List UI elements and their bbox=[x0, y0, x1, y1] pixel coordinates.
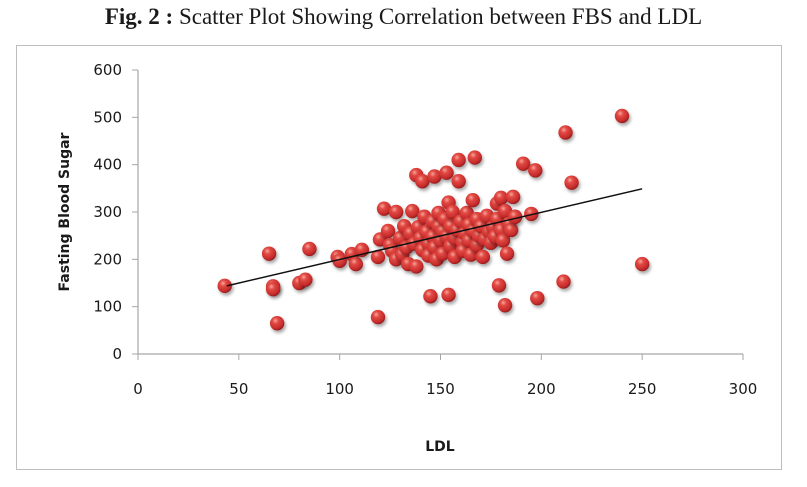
data-point bbox=[445, 204, 460, 220]
data-point bbox=[503, 222, 519, 238]
x-axis-title: LDL bbox=[425, 439, 455, 455]
data-point bbox=[302, 241, 317, 257]
x-tick-label: 100 bbox=[325, 380, 354, 398]
data-point bbox=[558, 125, 573, 140]
data-point bbox=[493, 190, 509, 205]
trendline bbox=[226, 188, 643, 287]
trendline-group bbox=[226, 188, 643, 287]
data-point bbox=[614, 108, 630, 124]
data-point bbox=[423, 289, 438, 304]
tick-labels: 0 100 200 300 400 500 600 0 50 100 150 200 250 300 bbox=[93, 61, 757, 398]
data-point bbox=[530, 290, 545, 306]
data-point bbox=[564, 175, 579, 190]
data-point bbox=[265, 281, 281, 297]
data-point bbox=[217, 278, 232, 294]
x-tick-label: 250 bbox=[628, 380, 657, 398]
y-tick-label: 500 bbox=[93, 108, 122, 126]
data-point bbox=[427, 169, 442, 184]
data-point bbox=[451, 174, 466, 189]
x-tick-label: 300 bbox=[729, 380, 758, 398]
data-point bbox=[370, 249, 386, 265]
data-point bbox=[465, 192, 480, 208]
y-tick-label: 600 bbox=[93, 61, 122, 79]
y-tick-label: 100 bbox=[93, 298, 122, 316]
x-tick-label: 150 bbox=[426, 380, 455, 398]
data-point bbox=[332, 253, 347, 268]
figure-title: Scatter Plot Showing Correlation between… bbox=[173, 4, 703, 29]
data-point bbox=[467, 150, 482, 165]
x-tick-label: 50 bbox=[229, 380, 248, 398]
data-point bbox=[439, 165, 454, 180]
data-point bbox=[507, 209, 523, 224]
data-point bbox=[388, 204, 404, 220]
data-point bbox=[528, 163, 543, 178]
data-point bbox=[497, 298, 513, 313]
y-tick-label: 200 bbox=[93, 250, 122, 268]
data-point bbox=[348, 256, 363, 272]
data-point bbox=[491, 278, 507, 293]
data-point bbox=[261, 246, 277, 261]
data-point bbox=[441, 287, 456, 303]
y-axis-title: Fasting Blood Sugar bbox=[57, 132, 73, 291]
data-point bbox=[298, 272, 313, 287]
data-point bbox=[515, 156, 531, 171]
y-tick-label: 400 bbox=[93, 156, 122, 174]
data-point bbox=[634, 256, 650, 272]
data-point bbox=[505, 189, 521, 205]
data-point bbox=[415, 174, 430, 189]
data-point bbox=[376, 201, 392, 216]
data-points bbox=[217, 108, 650, 331]
data-point bbox=[269, 316, 285, 331]
data-point bbox=[370, 309, 386, 325]
axes bbox=[132, 69, 744, 360]
data-point bbox=[380, 223, 396, 239]
data-point bbox=[556, 274, 571, 289]
x-tick-label: 0 bbox=[133, 380, 143, 398]
figure-label: Fig. 2 : bbox=[104, 4, 174, 29]
data-point bbox=[499, 246, 515, 261]
data-point bbox=[524, 206, 539, 222]
data-point bbox=[409, 259, 424, 274]
y-tick-label: 300 bbox=[93, 203, 122, 221]
data-point bbox=[495, 233, 511, 248]
y-tick-label: 0 bbox=[112, 345, 122, 363]
figure-caption: Fig. 2 : Scatter Plot Showing Correlatio… bbox=[0, 4, 807, 30]
data-point bbox=[405, 203, 420, 219]
data-point bbox=[475, 249, 491, 265]
data-point bbox=[451, 152, 466, 168]
x-tick-label: 200 bbox=[527, 380, 556, 398]
